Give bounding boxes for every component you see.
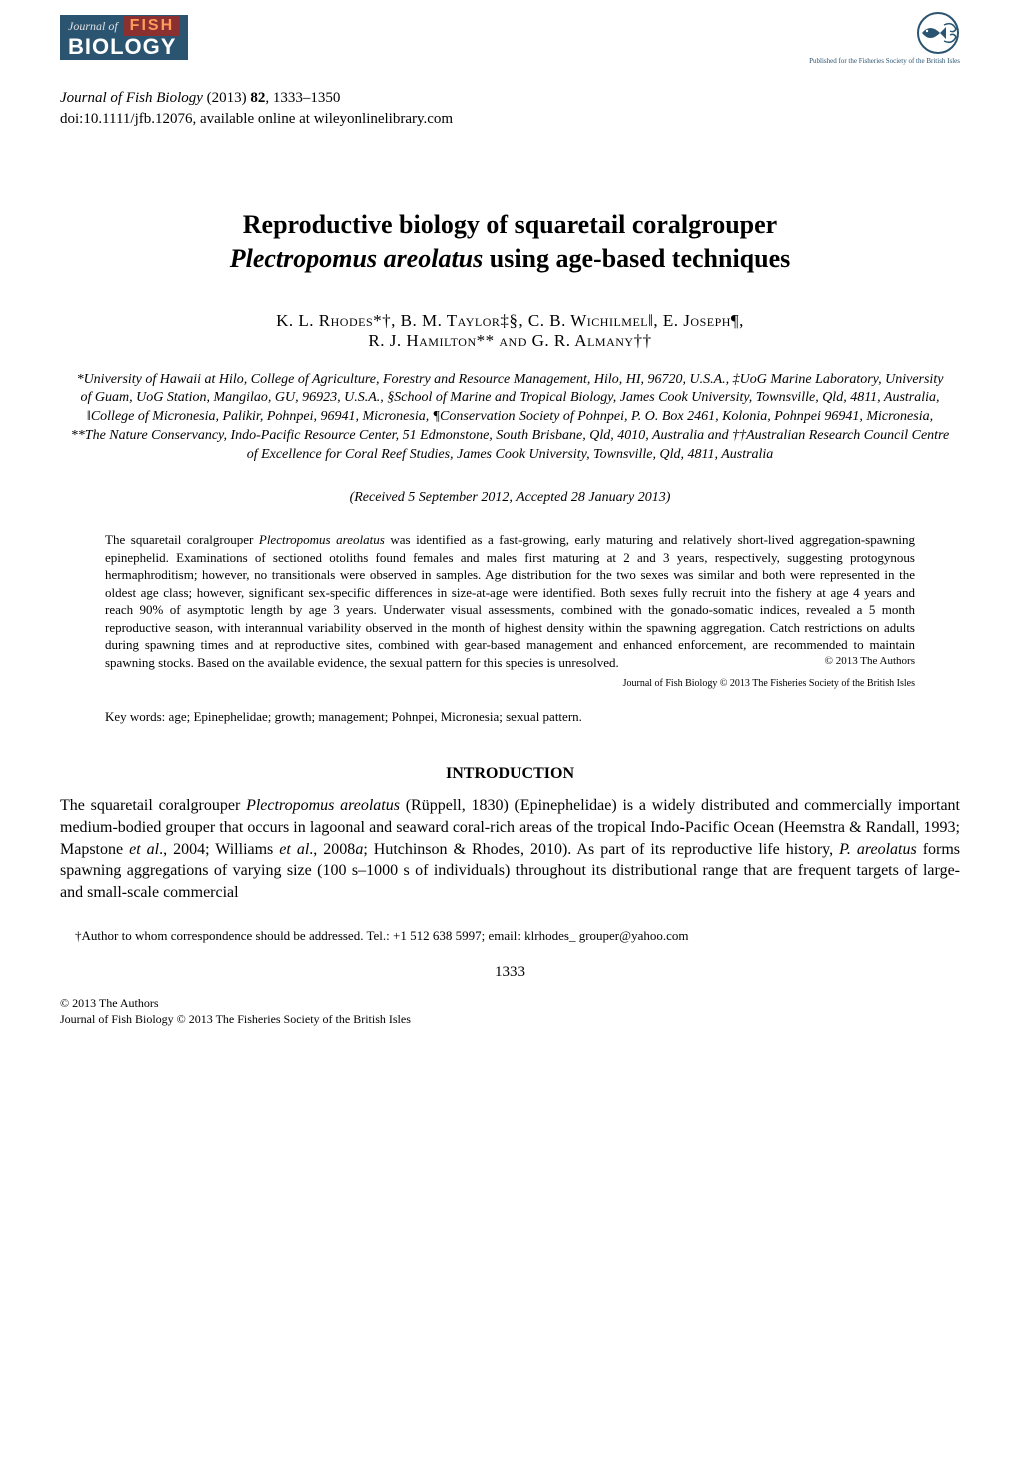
footer-line2: Journal of Fish Biology © 2013 The Fishe…	[60, 1012, 411, 1026]
logo-fish-text: FISH	[124, 16, 180, 36]
title-species: Plectropomus areolatus	[230, 244, 484, 273]
abstract-copyright-inline: © 2013 The Authors	[825, 654, 915, 669]
abstract-species: Plectropomus areolatus	[259, 532, 385, 547]
logo-biology-text: BIOLOGY	[68, 34, 180, 60]
corresponding-author: †Author to whom correspondence should be…	[0, 903, 1020, 949]
body-mid3: ., 2008	[309, 841, 355, 858]
received-accepted: (Received 5 September 2012, Accepted 28 …	[0, 475, 1020, 521]
citation-journal: Journal of Fish Biology	[60, 90, 203, 106]
society-logo-block: Published for the Fisheries Society of t…	[809, 11, 960, 65]
affiliations: *University of Hawaii at Hilo, College o…	[0, 361, 1020, 475]
keywords: Key words: age; Epinephelidae; growth; m…	[0, 699, 1020, 740]
body-paragraph-1: The squaretail coralgrouper Plectropomus…	[0, 795, 1020, 903]
page-number: 1333	[0, 949, 1020, 991]
body-pre: The squaretail coralgrouper	[60, 797, 246, 814]
introduction-heading: INTRODUCTION	[0, 740, 1020, 795]
abstract-pre: The squaretail coralgrouper	[105, 532, 259, 547]
citation-line1: Journal of Fish Biology (2013) 82, 1333–…	[60, 90, 960, 107]
body-etal2: et al	[279, 841, 309, 858]
body-etal1: et al	[129, 841, 159, 858]
body-species2: P. areolatus	[839, 841, 917, 858]
logo-journal-of-text: Journal of	[68, 19, 118, 34]
header-bar: Journal of FISH BIOLOGY Published for th…	[0, 0, 1020, 70]
abstract-copyright-line2: Journal of Fish Biology © 2013 The Fishe…	[0, 676, 1020, 699]
citation-pages: , 1333–1350	[265, 90, 340, 106]
title-line2-rest: using age-based techniques	[483, 244, 790, 273]
authors-block: K. L. Rhodes*†, B. M. Taylor‡§, C. B. Wi…	[0, 296, 1020, 361]
society-crest-icon	[916, 11, 960, 55]
citation-year: (2013)	[207, 90, 247, 106]
society-text: Published for the Fisheries Society of t…	[809, 57, 960, 65]
authors-line2: R. J. Hamilton** and G. R. Almany††	[368, 331, 651, 350]
footer-line1: © 2013 The Authors	[60, 996, 159, 1010]
citation-doi: doi:10.1111/jfb.12076, available online …	[60, 111, 960, 128]
abstract-post: was identified as a fast-growing, early …	[105, 532, 915, 670]
article-title: Reproductive biology of squaretail coral…	[0, 138, 1020, 296]
abstract: The squaretail coralgrouper Plectropomus…	[0, 521, 1020, 676]
body-species1: Plectropomus areolatus	[246, 797, 400, 814]
body-mid2: ., 2004; Williams	[159, 841, 279, 858]
citation-block: Journal of Fish Biology (2013) 82, 1333–…	[0, 70, 1020, 138]
citation-volume: 82	[250, 90, 265, 106]
journal-logo: Journal of FISH BIOLOGY	[60, 15, 188, 60]
authors-line1: K. L. Rhodes*†, B. M. Taylor‡§, C. B. Wi…	[276, 311, 744, 330]
title-line1: Reproductive biology of squaretail coral…	[243, 210, 777, 239]
body-mid4: ; Hutchinson & Rhodes, 2010). As part of…	[363, 841, 839, 858]
footer-copyright: © 2013 The Authors Journal of Fish Biolo…	[0, 991, 1020, 1042]
